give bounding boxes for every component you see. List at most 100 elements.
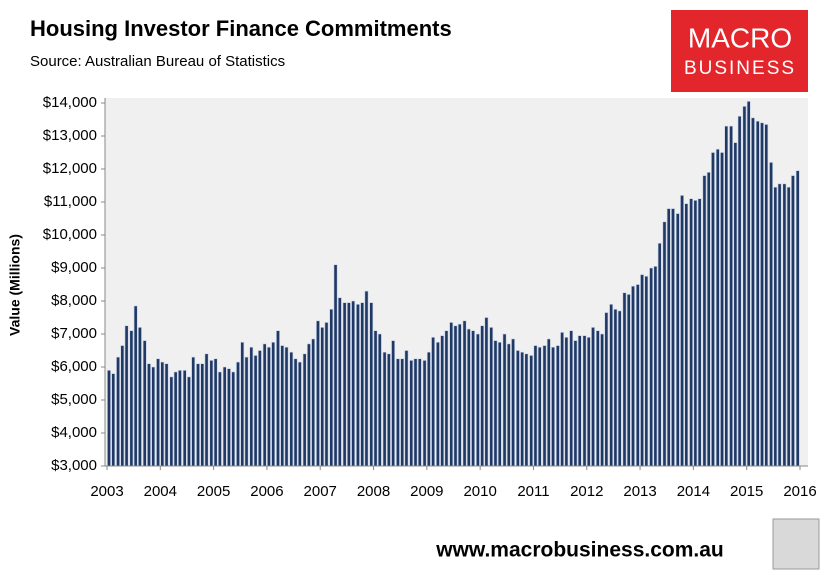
wolf-icon bbox=[772, 518, 820, 570]
y-tick-label: $8,000 bbox=[51, 292, 97, 309]
bar bbox=[191, 356, 196, 467]
bar bbox=[457, 323, 462, 467]
bar bbox=[782, 183, 787, 467]
bar bbox=[337, 297, 342, 467]
bar bbox=[622, 292, 627, 467]
bar bbox=[369, 302, 374, 467]
bar bbox=[582, 335, 587, 467]
bar bbox=[240, 341, 245, 467]
bar bbox=[173, 371, 178, 467]
bar bbox=[577, 335, 582, 467]
y-tick-label: $11,000 bbox=[44, 193, 97, 210]
y-axis-label: Value (Millions) bbox=[7, 234, 23, 336]
logo-line: MACRO bbox=[688, 22, 792, 53]
bar bbox=[351, 300, 356, 467]
bar bbox=[573, 340, 578, 467]
bar bbox=[382, 351, 387, 467]
bar bbox=[644, 275, 649, 467]
bar bbox=[746, 101, 751, 467]
bar bbox=[653, 266, 658, 467]
bar bbox=[333, 264, 338, 467]
footer-url: www.macrobusiness.com.au bbox=[435, 539, 723, 562]
bar bbox=[489, 327, 494, 467]
bar bbox=[711, 152, 715, 467]
bar bbox=[555, 345, 560, 467]
bar bbox=[777, 183, 782, 467]
bar bbox=[626, 294, 631, 467]
bar bbox=[551, 346, 555, 467]
bar bbox=[156, 358, 160, 467]
x-tick-label: 2012 bbox=[570, 483, 603, 500]
bar bbox=[515, 350, 520, 467]
bar bbox=[546, 338, 551, 467]
bar bbox=[586, 336, 591, 467]
bar bbox=[400, 358, 405, 467]
bar bbox=[244, 356, 249, 467]
bar bbox=[453, 325, 458, 467]
chart-title: Housing Investor Finance Commitments bbox=[30, 16, 452, 41]
bar bbox=[702, 175, 707, 467]
bar bbox=[604, 312, 609, 467]
bar bbox=[533, 345, 538, 467]
y-tick-label: $7,000 bbox=[51, 325, 97, 342]
bar bbox=[346, 302, 351, 467]
bar bbox=[364, 290, 369, 467]
bar bbox=[462, 320, 467, 467]
bar bbox=[493, 340, 498, 467]
y-tick-label: $9,000 bbox=[51, 259, 97, 276]
bar bbox=[773, 186, 778, 467]
bar bbox=[449, 322, 454, 467]
bar bbox=[204, 353, 209, 467]
x-tick-label: 2007 bbox=[304, 483, 337, 500]
bar bbox=[116, 356, 120, 467]
x-tick-label: 2006 bbox=[250, 483, 283, 500]
bar bbox=[316, 320, 320, 467]
x-tick-label: 2005 bbox=[197, 483, 230, 500]
bar bbox=[684, 203, 689, 467]
bar bbox=[236, 361, 240, 467]
bar bbox=[169, 376, 174, 467]
y-tick-label: $14,000 bbox=[43, 94, 97, 111]
bar bbox=[356, 303, 360, 467]
bar bbox=[613, 308, 618, 467]
bar bbox=[506, 343, 511, 467]
bar bbox=[693, 200, 698, 467]
bar bbox=[164, 363, 169, 467]
bar bbox=[729, 125, 734, 467]
bar bbox=[160, 361, 165, 467]
bar bbox=[124, 325, 129, 467]
x-tick-label: 2016 bbox=[783, 483, 816, 500]
bar bbox=[151, 366, 156, 467]
y-tick-label: $4,000 bbox=[51, 424, 97, 441]
bar bbox=[200, 363, 205, 467]
bar bbox=[222, 366, 227, 467]
bar bbox=[675, 213, 680, 467]
bar bbox=[360, 302, 365, 467]
bar bbox=[537, 346, 542, 467]
bar bbox=[138, 327, 142, 467]
bar bbox=[769, 162, 773, 467]
bar bbox=[422, 360, 427, 467]
bar bbox=[227, 368, 231, 467]
bar bbox=[133, 305, 138, 467]
x-tick-label: 2013 bbox=[623, 483, 656, 500]
bar bbox=[475, 333, 480, 467]
bar bbox=[480, 325, 485, 467]
bar bbox=[177, 369, 182, 467]
bar bbox=[649, 267, 654, 467]
bar bbox=[471, 330, 475, 467]
bar bbox=[657, 242, 662, 467]
bar bbox=[715, 148, 720, 467]
bar bbox=[404, 350, 409, 467]
bar bbox=[187, 376, 191, 467]
bar bbox=[107, 369, 111, 467]
bar bbox=[737, 115, 742, 467]
bar bbox=[373, 330, 378, 467]
bar bbox=[302, 353, 307, 467]
bar bbox=[311, 338, 316, 467]
x-tick-label: 2009 bbox=[410, 483, 443, 500]
bar bbox=[706, 172, 711, 467]
bar bbox=[786, 186, 791, 467]
x-tick-label: 2004 bbox=[144, 483, 177, 500]
